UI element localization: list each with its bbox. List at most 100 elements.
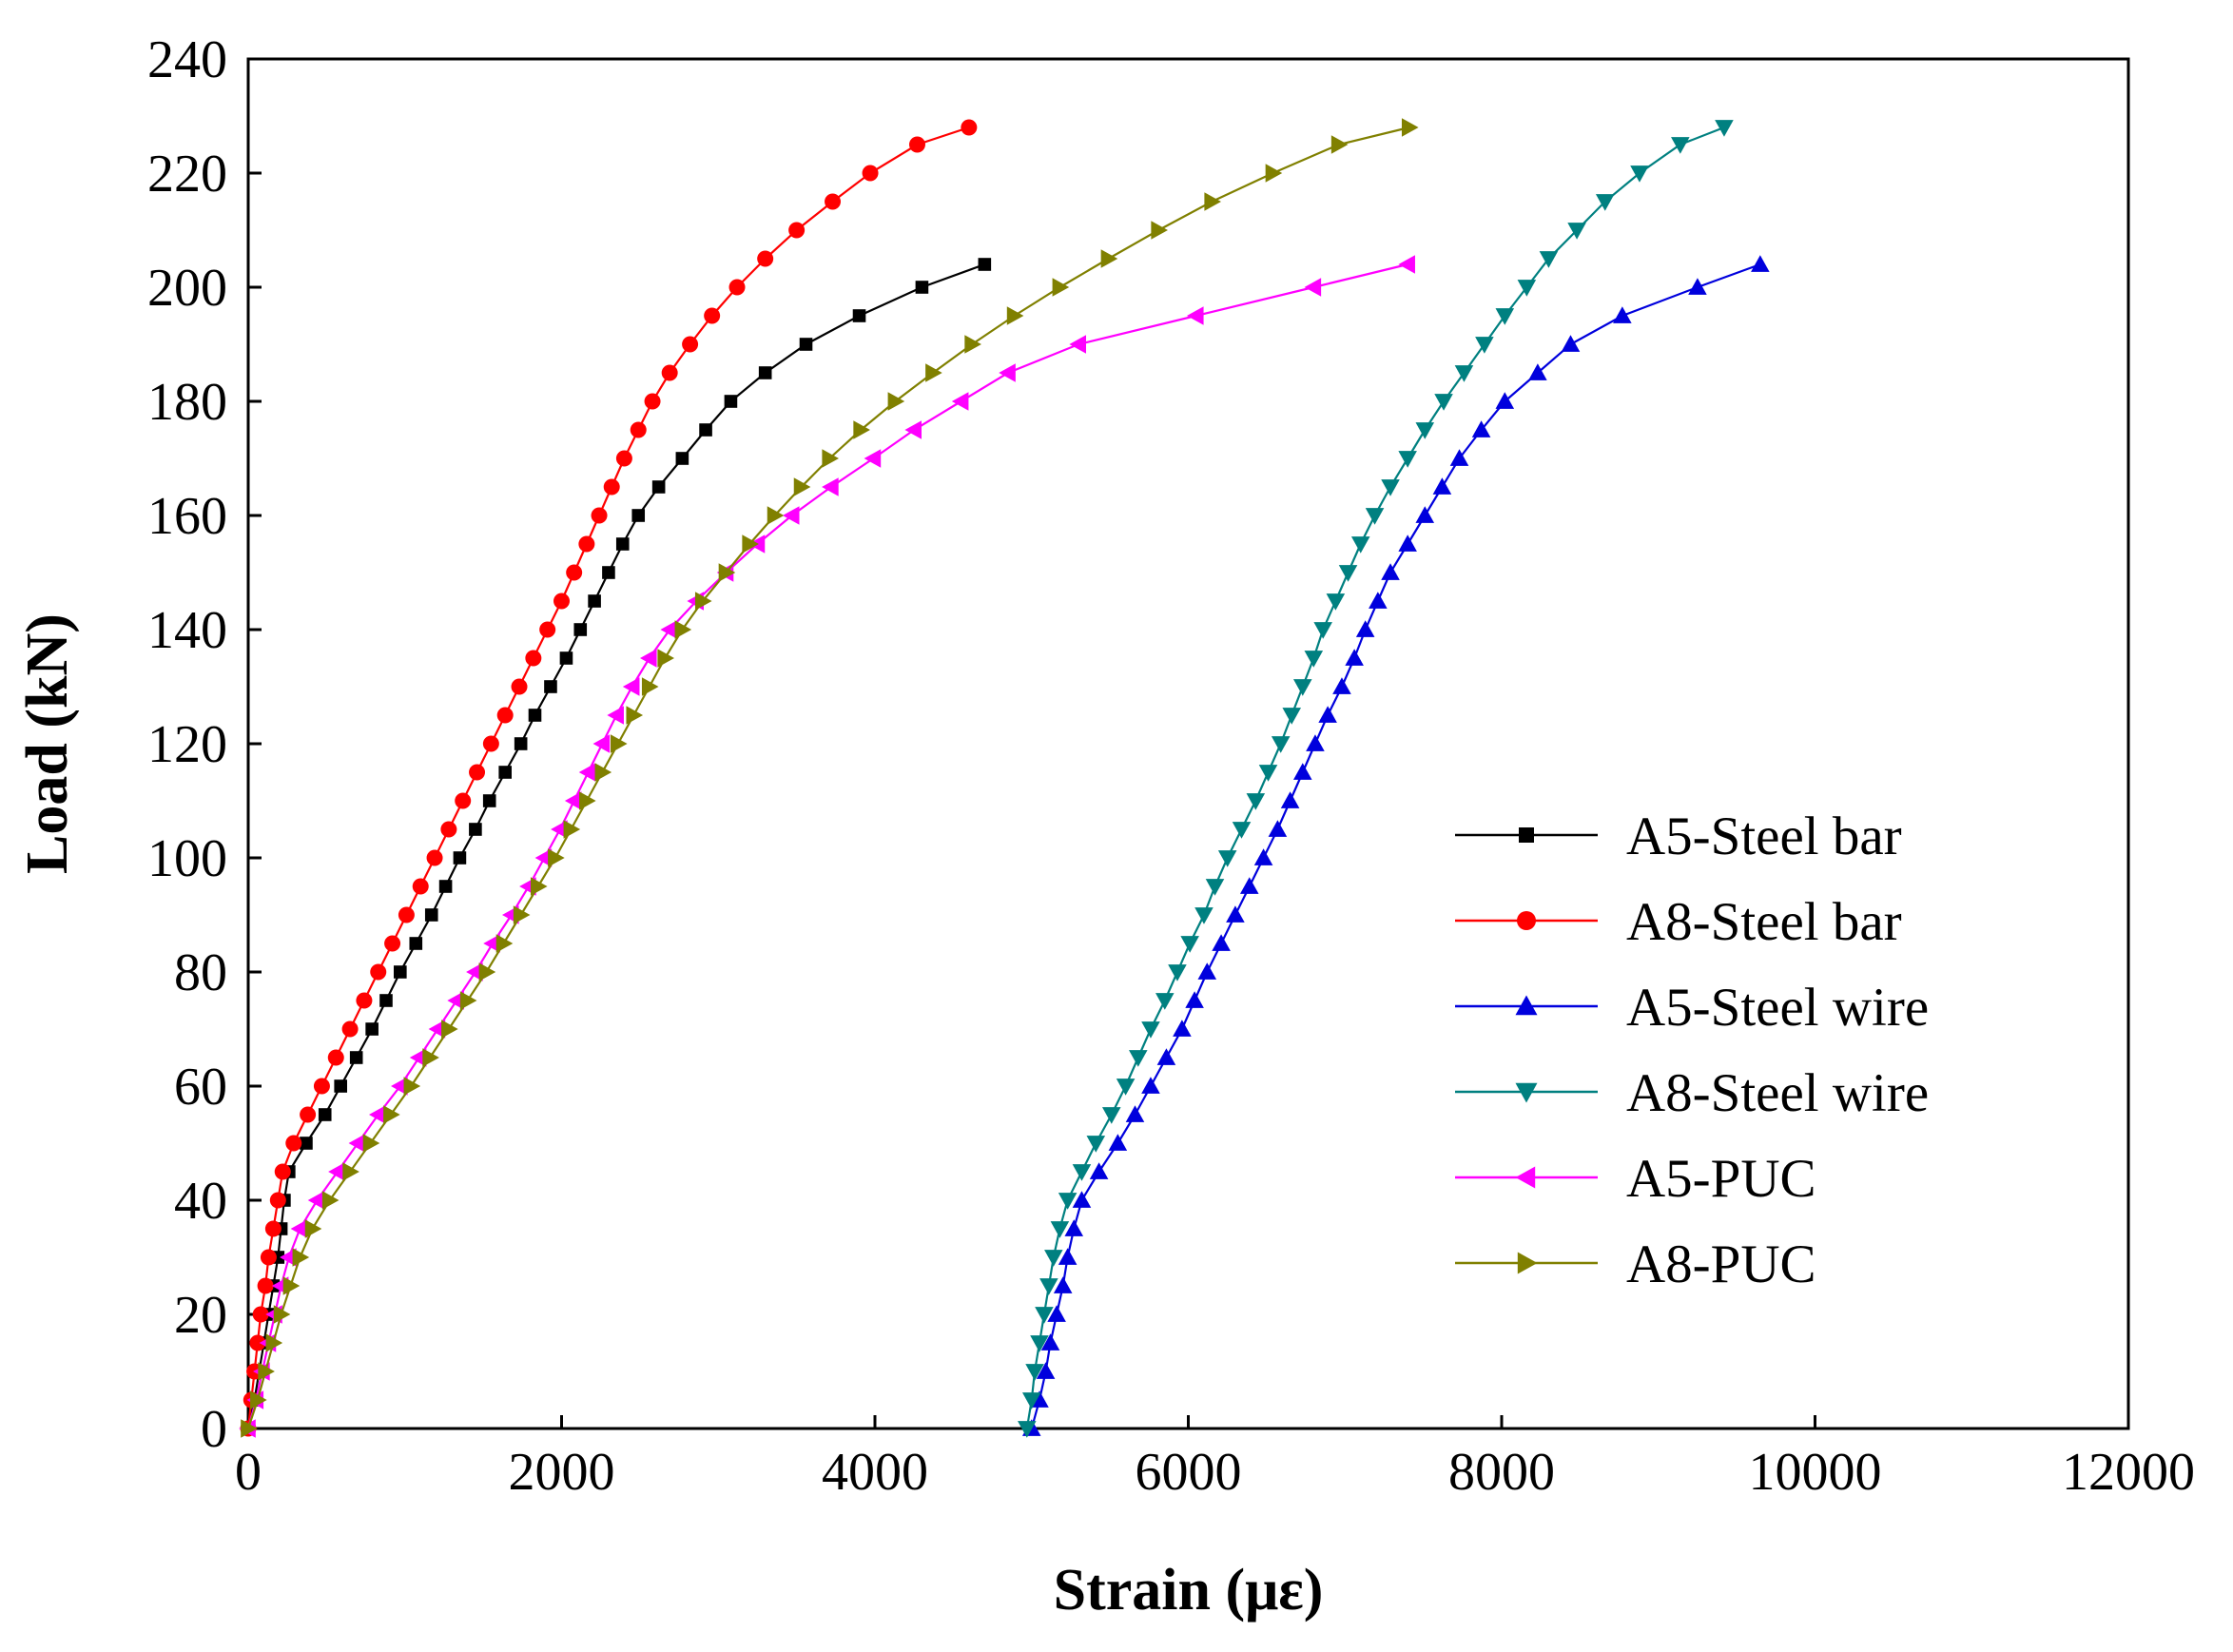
data-point <box>853 420 870 439</box>
data-point <box>591 507 608 524</box>
legend-marker <box>1517 1252 1538 1274</box>
data-point <box>964 335 981 354</box>
data-point <box>1415 422 1435 439</box>
data-point <box>1475 337 1494 354</box>
data-point <box>466 962 483 981</box>
data-point <box>564 791 582 810</box>
data-point <box>525 650 542 667</box>
data-point <box>1495 308 1515 325</box>
data-point <box>379 994 393 1007</box>
series-line <box>246 126 970 1429</box>
data-point <box>528 709 542 722</box>
data-point <box>782 506 800 525</box>
data-point <box>1355 620 1375 637</box>
data-point <box>1613 306 1632 323</box>
data-point <box>1495 392 1515 409</box>
data-point <box>1072 1191 1092 1208</box>
data-point <box>1040 1333 1060 1351</box>
data-point <box>639 649 657 668</box>
series-a5-steel-bar <box>242 258 992 1435</box>
data-point <box>313 1078 330 1095</box>
data-point <box>682 336 699 353</box>
data-point <box>915 281 929 294</box>
data-point <box>498 766 512 779</box>
data-point <box>1101 1107 1121 1124</box>
data-point <box>674 620 692 639</box>
data-point <box>1232 822 1252 839</box>
data-point <box>1212 934 1231 951</box>
data-point <box>1539 251 1559 268</box>
data-point <box>391 1077 408 1096</box>
data-point <box>441 1020 458 1039</box>
plot-border <box>246 57 2130 1430</box>
data-point <box>1517 280 1537 297</box>
data-point <box>1282 708 1302 725</box>
data-point <box>1369 592 1388 609</box>
legend-marker <box>1515 1082 1538 1103</box>
data-point <box>904 420 922 439</box>
data-point <box>496 707 514 724</box>
data-point <box>483 934 500 953</box>
data-point <box>951 392 969 411</box>
data-point <box>579 791 596 810</box>
data-point <box>260 1249 277 1266</box>
y-tick-label: 180 <box>147 373 227 432</box>
y-tick-label: 0 <box>201 1400 227 1459</box>
series-line <box>246 126 1410 1429</box>
data-point <box>252 1306 269 1323</box>
data-point <box>534 848 553 867</box>
data-point <box>249 1334 266 1351</box>
y-tick-label: 200 <box>147 259 227 318</box>
data-point <box>469 764 486 781</box>
data-point <box>1688 278 1707 295</box>
data-point <box>274 1163 291 1180</box>
data-point <box>1155 993 1175 1010</box>
data-point <box>362 1134 380 1153</box>
legend-marker <box>1519 827 1534 843</box>
data-point <box>1100 249 1118 268</box>
data-point <box>825 193 842 210</box>
data-point <box>724 395 738 408</box>
data-point <box>409 937 423 950</box>
data-point <box>318 1108 332 1121</box>
data-point <box>1069 335 1086 354</box>
data-point <box>539 621 556 638</box>
data-point <box>699 423 712 437</box>
data-point <box>1630 165 1649 183</box>
data-point <box>280 1248 297 1267</box>
data-point <box>1268 820 1288 837</box>
series-a8-steel-wire <box>1018 120 1734 1438</box>
data-point <box>594 763 612 782</box>
series-a5-puc <box>239 255 1415 1438</box>
data-point <box>1204 192 1221 211</box>
series-a8-puc <box>241 118 1419 1438</box>
data-point <box>321 1191 340 1210</box>
data-point <box>290 1219 308 1238</box>
y-tick-label: 120 <box>147 715 227 774</box>
data-point <box>1350 536 1370 554</box>
data-point <box>1151 221 1168 240</box>
legend-item: A8-Steel bar <box>1455 892 1902 952</box>
data-point <box>887 392 905 411</box>
data-point <box>1217 850 1237 867</box>
data-point <box>1180 936 1199 953</box>
data-point <box>961 119 978 136</box>
data-point <box>1398 451 1417 468</box>
data-point <box>1168 964 1187 981</box>
data-point <box>482 735 499 752</box>
legend-label: A8-Steel wire <box>1626 1063 1929 1123</box>
data-point <box>999 363 1016 382</box>
data-point <box>675 452 689 465</box>
x-tick-label: 4000 <box>822 1443 928 1502</box>
data-point <box>513 905 531 924</box>
data-point <box>349 1051 363 1064</box>
data-point <box>1108 1134 1128 1151</box>
data-point <box>1025 1364 1044 1381</box>
data-point <box>241 1419 258 1438</box>
data-point <box>718 563 736 582</box>
data-point <box>264 1220 282 1237</box>
legend-item: A8-PUC <box>1455 1234 1816 1294</box>
data-point <box>1035 1307 1054 1324</box>
data-point <box>573 623 588 636</box>
data-point <box>742 534 759 554</box>
